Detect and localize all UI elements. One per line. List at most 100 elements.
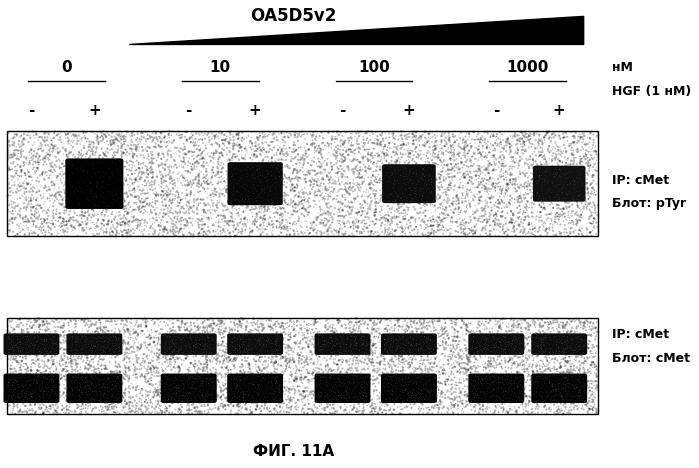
- Point: [268, 223, 279, 230]
- Point: [384, 192, 396, 199]
- Point: [455, 221, 466, 228]
- Point: [154, 209, 166, 217]
- Point: [291, 375, 302, 383]
- Point: [299, 212, 310, 220]
- Point: [483, 190, 494, 197]
- Point: [273, 349, 284, 356]
- Point: [199, 370, 210, 377]
- Point: [45, 178, 57, 186]
- Point: [338, 342, 349, 350]
- Point: [395, 197, 406, 205]
- Point: [3, 410, 15, 418]
- Point: [10, 341, 22, 348]
- Point: [502, 170, 513, 178]
- Point: [49, 399, 60, 406]
- Point: [402, 322, 413, 330]
- Point: [403, 206, 414, 214]
- Point: [368, 380, 379, 388]
- Text: +: +: [249, 103, 261, 118]
- Point: [297, 205, 308, 212]
- Point: [64, 217, 75, 224]
- Point: [343, 151, 354, 158]
- Point: [377, 409, 388, 416]
- Point: [226, 358, 238, 365]
- Point: [506, 406, 517, 414]
- Point: [219, 333, 230, 341]
- Point: [197, 394, 208, 401]
- Point: [109, 139, 120, 146]
- Point: [461, 367, 473, 375]
- Point: [139, 398, 150, 406]
- Point: [473, 143, 484, 150]
- Point: [233, 386, 244, 393]
- Point: [350, 373, 361, 381]
- Point: [479, 175, 490, 183]
- Point: [298, 212, 310, 219]
- Point: [159, 408, 170, 416]
- Point: [580, 396, 591, 403]
- Point: [528, 354, 539, 362]
- Point: [216, 322, 227, 330]
- Point: [101, 344, 113, 351]
- Point: [381, 348, 392, 356]
- Point: [488, 180, 499, 187]
- Point: [119, 208, 130, 215]
- Point: [404, 175, 415, 183]
- Point: [41, 183, 52, 190]
- Point: [61, 172, 72, 180]
- Point: [78, 175, 89, 182]
- Point: [465, 168, 476, 176]
- Point: [465, 200, 476, 207]
- Point: [426, 349, 438, 356]
- Point: [418, 169, 429, 177]
- Point: [56, 201, 67, 209]
- Point: [252, 181, 263, 189]
- Point: [320, 388, 331, 395]
- Point: [584, 156, 596, 164]
- Point: [503, 349, 514, 357]
- Point: [579, 341, 590, 349]
- Point: [25, 347, 36, 354]
- Point: [468, 226, 479, 234]
- Point: [245, 368, 257, 376]
- Point: [389, 350, 401, 357]
- Point: [551, 368, 562, 375]
- Point: [252, 344, 264, 351]
- Point: [322, 208, 333, 215]
- Point: [15, 148, 27, 155]
- Point: [284, 214, 296, 221]
- Point: [119, 354, 130, 362]
- Point: [86, 393, 97, 401]
- Point: [278, 223, 289, 230]
- Point: [261, 161, 272, 168]
- Point: [428, 145, 440, 153]
- Point: [78, 169, 89, 176]
- Point: [140, 136, 152, 143]
- Point: [562, 379, 573, 387]
- Point: [231, 389, 242, 397]
- Point: [167, 330, 178, 338]
- Point: [501, 137, 512, 144]
- Point: [49, 182, 60, 190]
- Point: [262, 376, 273, 383]
- Point: [62, 366, 73, 374]
- Point: [59, 322, 70, 330]
- Point: [260, 372, 271, 379]
- Point: [341, 334, 352, 342]
- Point: [568, 207, 579, 215]
- Point: [82, 391, 93, 399]
- Point: [568, 228, 579, 235]
- Point: [61, 221, 72, 229]
- Point: [361, 333, 373, 341]
- Point: [114, 327, 125, 335]
- Point: [274, 170, 285, 177]
- Point: [379, 212, 390, 219]
- Point: [510, 333, 521, 340]
- Point: [150, 228, 161, 235]
- Point: [433, 214, 445, 221]
- Point: [148, 367, 159, 375]
- Point: [569, 331, 580, 338]
- Point: [325, 397, 336, 405]
- Point: [316, 162, 327, 170]
- Point: [387, 171, 398, 179]
